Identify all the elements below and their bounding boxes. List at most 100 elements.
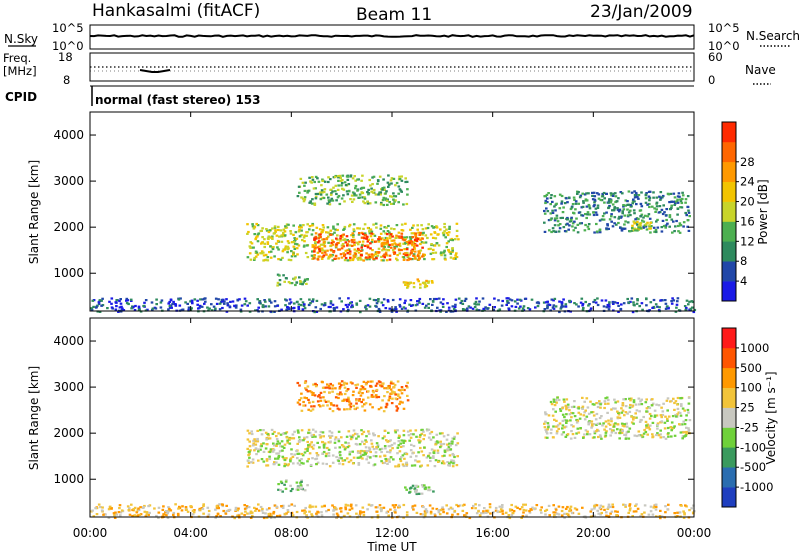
power-cell-5 (595, 213, 599, 216)
power-cell-2 (342, 188, 346, 191)
velocity-cell-5 (375, 510, 378, 513)
velocity-cell-0 (318, 434, 322, 437)
power-cell-1 (352, 254, 356, 257)
power-cell-0 (285, 223, 289, 226)
power-cell-0 (311, 229, 315, 232)
velocity-cell-0 (277, 455, 280, 459)
velocity-cell-0 (269, 448, 273, 451)
velocity-cell-5 (118, 504, 122, 507)
power-cell-5 (664, 224, 668, 227)
power-cell-0 (286, 240, 290, 243)
power-cell-5 (652, 226, 656, 229)
velocity-cell-0 (383, 454, 386, 457)
power-cell-7 (186, 302, 189, 305)
power-cell-1 (419, 231, 422, 234)
velocity-cell-5 (346, 512, 350, 515)
power-cell-2 (394, 195, 398, 198)
power-cell-0 (377, 240, 381, 243)
velocity-cell-1 (346, 408, 349, 411)
velocity-cell-4 (656, 423, 659, 427)
power-cell-5 (660, 226, 664, 229)
power-cell-1 (331, 243, 335, 246)
velocity-cell-0 (288, 442, 292, 445)
power-cell-5 (602, 218, 606, 221)
velocity-cell-0 (357, 435, 360, 438)
power-cell-0 (371, 238, 374, 241)
velocity-cell-4 (662, 436, 665, 439)
power-cell-0 (253, 226, 257, 229)
velocity-cell-0 (400, 439, 404, 442)
velocity-cell-0 (298, 463, 302, 466)
power-cell-0 (279, 258, 283, 261)
velocity-ytick-label-1: 2000 (53, 426, 84, 440)
power-cell-5 (679, 198, 682, 201)
velocity-cell-1 (298, 403, 302, 406)
velocity-cell-5 (101, 506, 104, 509)
power-cell-1 (342, 233, 345, 236)
power-cell-0 (386, 230, 390, 233)
power-cell-7 (375, 302, 379, 305)
velocity-cell-0 (390, 443, 394, 447)
power-cell-0 (264, 258, 268, 261)
power-cell-0 (396, 254, 399, 257)
power-cell-0 (321, 249, 324, 252)
power-cell-5 (543, 195, 546, 198)
power-cell-2 (349, 174, 353, 177)
power-cell-2 (303, 198, 307, 201)
velocity-cell-0 (429, 456, 432, 459)
velocity-cell-5 (531, 506, 534, 509)
velocity-cell-5 (667, 503, 670, 506)
power-cell-5 (557, 224, 560, 227)
velocity-cell-5 (423, 510, 427, 513)
power-cell-6 (636, 229, 639, 232)
velocity-cell-5 (488, 506, 492, 509)
velocity-cell-0 (456, 432, 459, 435)
velocity-cell-0 (338, 450, 342, 454)
velocity-cell-0 (450, 459, 453, 462)
velocity-cell-0 (443, 454, 446, 457)
power-cell-1 (407, 258, 411, 261)
velocity-cell-0 (319, 430, 323, 434)
power-cell-0 (452, 257, 455, 260)
velocity-cell-0 (308, 444, 312, 447)
power-cell-5 (650, 225, 653, 228)
power-cell-7 (256, 309, 259, 312)
power-cell-5 (556, 220, 560, 223)
power-cell-5 (586, 213, 589, 216)
power-cell-5 (546, 210, 550, 213)
velocity-cell-5 (314, 505, 318, 508)
power-cell-7 (404, 307, 407, 310)
velocity-cell-5 (565, 512, 569, 515)
power-cell-7 (203, 297, 206, 300)
velocity-cell-0 (455, 464, 459, 467)
velocity-cell-0 (331, 461, 335, 464)
velocity-cell-1 (319, 405, 322, 408)
velocity-cell-5 (391, 504, 395, 507)
power-cell-7 (429, 298, 432, 301)
velocity-cell-4 (631, 417, 635, 420)
velocity-cell-1 (361, 405, 364, 408)
velocity-cell-5 (560, 514, 564, 517)
power-cell-0 (395, 224, 399, 227)
power-cell-5 (558, 227, 562, 230)
power-cell-7 (130, 299, 133, 302)
power-cell-1 (388, 243, 391, 246)
power-cell-1 (411, 248, 414, 251)
velocity-cell-4 (624, 411, 628, 414)
power-cell-5 (610, 199, 613, 202)
power-cell-2 (301, 181, 305, 184)
power-cell-7 (651, 306, 654, 309)
velocity-cell-5 (627, 511, 630, 514)
power-cell-2 (382, 186, 386, 189)
power-cell-1 (344, 256, 348, 260)
power-cell-5 (555, 217, 559, 220)
velocity-cell-0 (362, 453, 365, 457)
power-cell-5 (561, 216, 564, 219)
velocity-cell-5 (666, 508, 669, 511)
velocity-cell-4 (600, 415, 603, 418)
power-colorbar-swatch-4 (722, 201, 736, 222)
power-cell-0 (292, 245, 296, 248)
power-cell-0 (304, 251, 308, 255)
power-cell-2 (369, 184, 372, 187)
velocity-cell-0 (412, 444, 416, 448)
